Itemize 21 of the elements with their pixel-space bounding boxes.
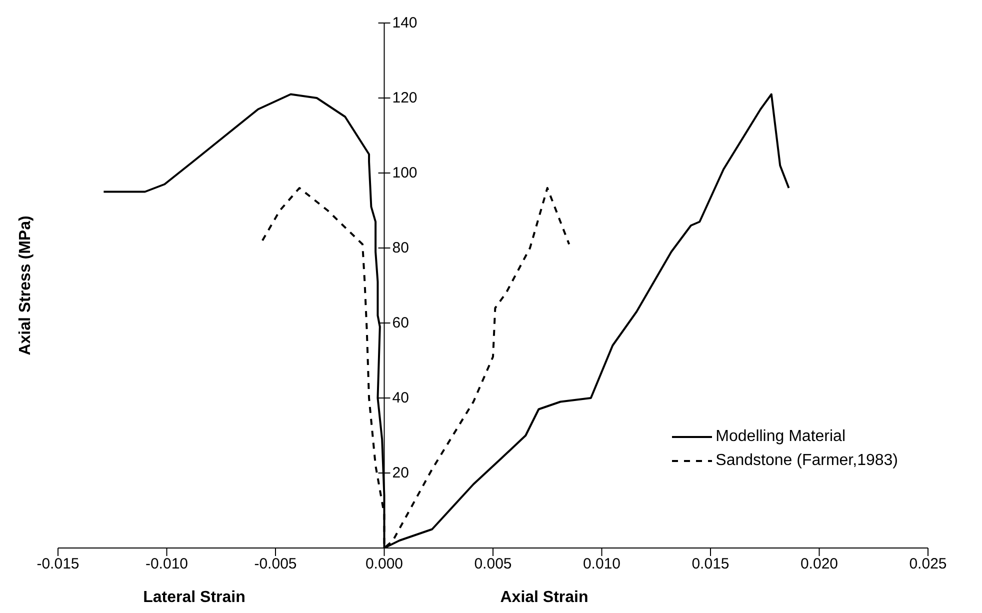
y-tick-label: 20 <box>392 464 409 482</box>
x-tick-label: 0.005 <box>474 556 512 573</box>
x-tick-label: 0.025 <box>909 556 947 573</box>
x-tick-label: -0.010 <box>145 556 188 573</box>
y-tick-label: 140 <box>392 14 418 32</box>
y-tick-label: 120 <box>392 90 418 106</box>
x-axis-title: Axial Strain <box>500 589 588 606</box>
legend-label: Sandstone (Farmer,1983) <box>716 452 898 470</box>
x-tick-label: -0.015 <box>36 556 80 573</box>
y-axis-title: Axial Stress (MPa) <box>17 216 34 356</box>
x-tick-label: 0.020 <box>800 556 838 573</box>
x-tick-label: 0.010 <box>582 556 621 573</box>
x-tick-label: 0.015 <box>692 556 730 573</box>
text: Lateral Strain <box>143 589 246 606</box>
x-tick-label: 0.000 <box>365 556 404 573</box>
y-tick-label: 80 <box>392 240 409 256</box>
y-tick-label: 60 <box>392 314 409 332</box>
legend-label: Modelling Material <box>716 428 846 446</box>
y-tick-label: 40 <box>392 390 409 406</box>
x-tick-label: -0.005 <box>254 556 297 573</box>
y-tick-label: 100 <box>392 164 418 182</box>
